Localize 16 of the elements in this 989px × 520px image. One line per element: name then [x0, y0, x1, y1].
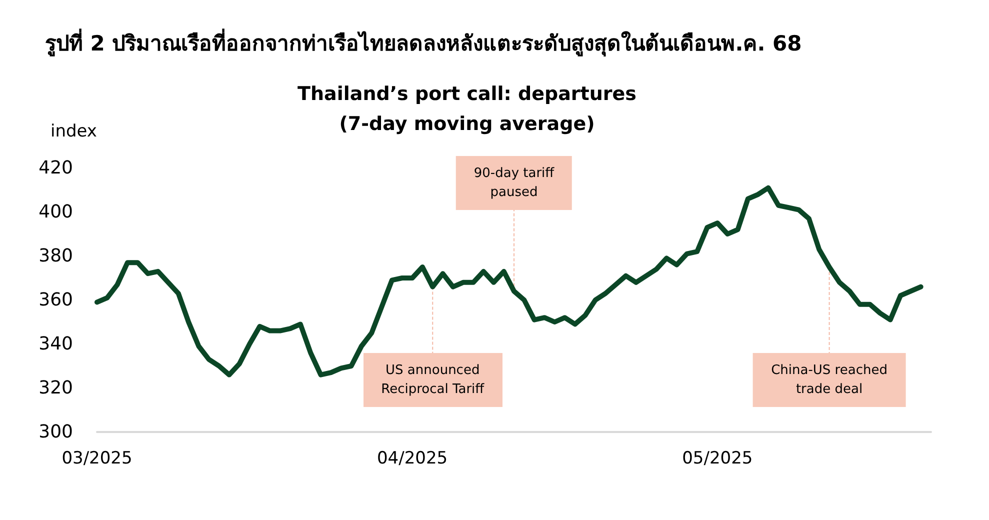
chart-subtitle: Thailand’s port call: departures (7-day moving average): [298, 83, 636, 135]
x-tick-label: 03/2025: [62, 448, 132, 468]
x-tick-label: 05/2025: [682, 448, 753, 468]
y-tick-label: 340: [38, 334, 73, 354]
y-axis-title: index: [50, 122, 97, 142]
x-tick-label: 04/2025: [376, 448, 448, 468]
y-tick-label: 420: [38, 158, 73, 178]
note-box: US announced Reciprocal Tariff: [363, 353, 502, 407]
y-tick-label: 320: [38, 378, 73, 398]
note-box: China-US reached trade deal: [753, 353, 906, 407]
chart-title: รูปที่ 2 ปริมาณเรือที่ออกจากท่าเรือไทยลดลงหลังแตะระดับสูงสุดในต้นเดือนพ.ค. 68: [45, 28, 802, 58]
note-box: 90-day tariff paused: [456, 156, 572, 210]
y-tick-label: 360: [38, 290, 73, 310]
y-tick-label: 400: [38, 202, 73, 222]
y-tick-label: 380: [38, 246, 73, 266]
y-tick-label: 300: [38, 422, 73, 442]
